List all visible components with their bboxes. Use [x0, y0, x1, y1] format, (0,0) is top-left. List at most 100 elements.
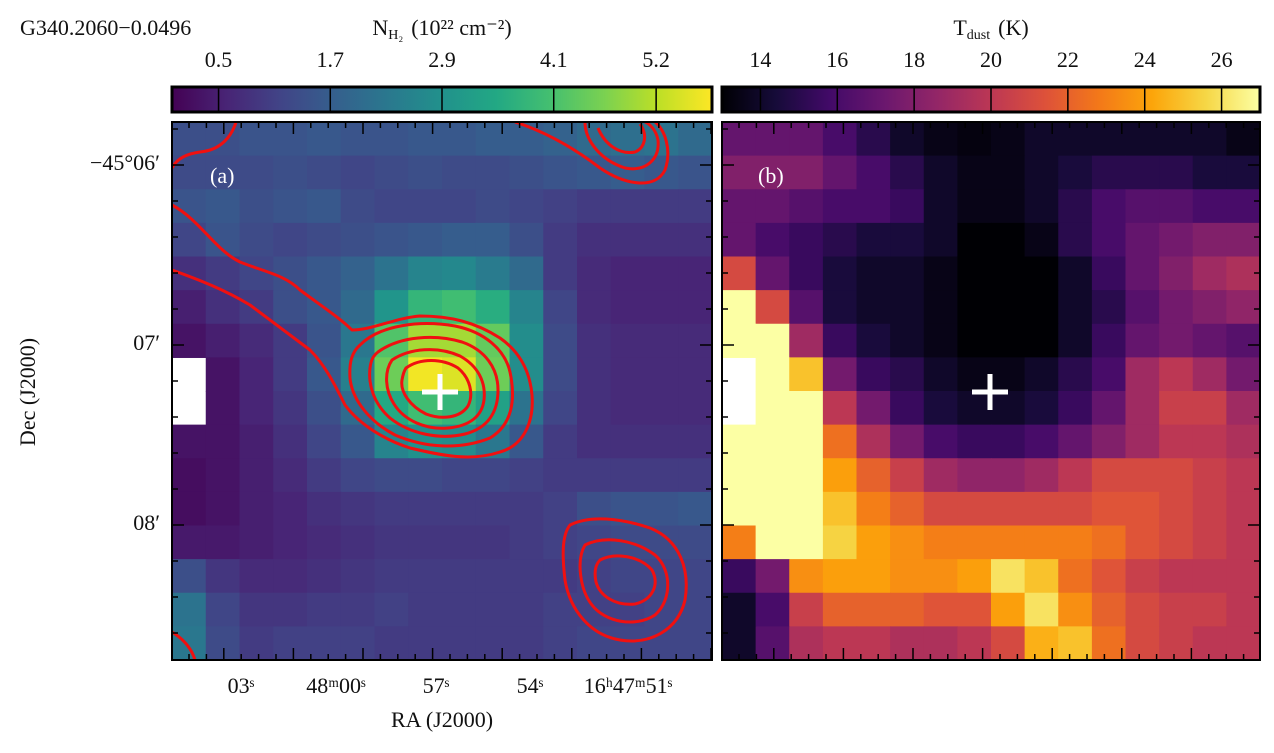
pixel	[205, 424, 241, 459]
pixel	[1226, 559, 1261, 594]
pixel	[543, 592, 578, 627]
pixel	[856, 189, 891, 224]
pixel	[408, 323, 443, 358]
pixel	[408, 122, 443, 157]
pixel	[307, 592, 342, 627]
pixel	[442, 222, 477, 258]
pixel	[374, 525, 409, 560]
pixel	[856, 391, 891, 426]
pixel	[890, 525, 925, 560]
pixel	[957, 189, 992, 224]
pixel	[856, 626, 891, 661]
colorbar-tick-label: 4.1	[540, 47, 568, 72]
pixel	[273, 592, 308, 627]
contour	[400, 359, 473, 419]
pixel	[1024, 323, 1059, 358]
pixel	[543, 290, 578, 325]
pixel	[577, 391, 612, 426]
pixel	[1125, 357, 1160, 392]
frames	[171, 121, 1261, 661]
pixel	[755, 323, 790, 358]
pixel	[543, 559, 578, 594]
pixel	[307, 559, 342, 594]
pixel	[991, 122, 1026, 157]
pixel	[273, 491, 308, 527]
pixel	[644, 491, 679, 527]
pixel	[789, 222, 824, 258]
pixel	[1091, 323, 1127, 358]
pixel	[822, 592, 858, 627]
colorbar-tick-label: 5.2	[642, 47, 670, 72]
pixel	[1192, 122, 1227, 157]
pixel	[307, 424, 342, 459]
pixel	[1058, 424, 1093, 459]
pixel	[1226, 189, 1261, 224]
pixel	[340, 626, 376, 661]
label-part: T	[953, 15, 967, 40]
pixel	[408, 491, 443, 527]
pixel	[1091, 559, 1127, 594]
pixel	[1091, 626, 1127, 661]
pixel	[543, 323, 578, 358]
pixel	[822, 626, 858, 661]
pixel	[273, 357, 308, 392]
pixel	[408, 592, 443, 627]
pixel	[1159, 189, 1194, 224]
pixel	[991, 155, 1026, 190]
pixel	[1192, 491, 1227, 527]
pixel	[822, 222, 858, 258]
pixel	[1024, 458, 1059, 493]
pixel	[205, 391, 241, 426]
pixel	[1091, 592, 1127, 627]
x-tick-label: 16ʰ47ᵐ51ˢ	[584, 673, 673, 698]
pixel	[1159, 256, 1194, 291]
pixel	[890, 592, 925, 627]
pixel	[1058, 323, 1093, 358]
pixel	[610, 559, 646, 594]
pixel	[1159, 458, 1194, 493]
pixel	[509, 525, 544, 560]
pixel	[442, 525, 477, 560]
pixel	[1192, 458, 1227, 493]
pixel	[923, 155, 958, 190]
pixel	[543, 391, 578, 426]
pixel	[1159, 122, 1194, 157]
pixel	[408, 626, 443, 661]
colorbar-tick-label: 26	[1211, 47, 1233, 72]
pixel	[509, 491, 544, 527]
pixel	[991, 357, 1026, 392]
pixel	[1192, 290, 1227, 325]
pixel	[890, 491, 925, 527]
pixel	[923, 458, 958, 493]
pixel	[1226, 458, 1261, 493]
pixel	[789, 122, 824, 157]
pixel	[340, 256, 376, 291]
pixel	[1125, 626, 1160, 661]
pixel	[755, 391, 790, 426]
pixel	[755, 357, 790, 392]
pixel	[543, 491, 578, 527]
pixel	[172, 290, 207, 325]
pixel	[856, 592, 891, 627]
pixel	[957, 391, 992, 426]
pixel	[722, 290, 757, 325]
pixel	[442, 122, 477, 157]
contour	[172, 203, 534, 459]
pixel	[755, 222, 790, 258]
pixel	[856, 559, 891, 594]
pixel	[822, 424, 858, 459]
pixel	[923, 323, 958, 358]
pixel	[408, 222, 443, 258]
panel-label: (a)	[210, 163, 234, 188]
pixel	[340, 592, 376, 627]
x-tick-label: 03ˢ	[228, 673, 255, 698]
pixel	[509, 122, 544, 157]
pixel	[1058, 290, 1093, 325]
pixel	[789, 491, 824, 527]
y-tick-label: 07′	[133, 330, 160, 355]
pixel	[722, 458, 757, 493]
pixel	[610, 256, 646, 291]
pixel	[475, 290, 511, 325]
pixel	[1125, 290, 1160, 325]
source-cross	[972, 374, 1008, 410]
